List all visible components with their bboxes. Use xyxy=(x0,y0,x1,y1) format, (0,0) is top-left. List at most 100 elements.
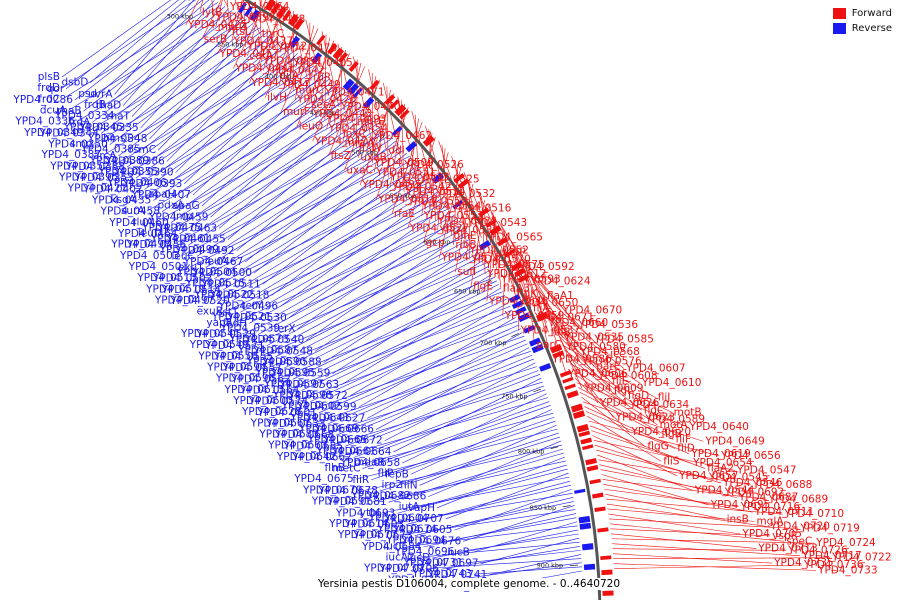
gene-label: YPD4_0572 xyxy=(287,390,347,402)
gene-arrow xyxy=(583,563,596,571)
gene-label: YPD4_0520 xyxy=(169,295,229,307)
gene-label: YPD4_0459 xyxy=(148,211,208,223)
gene-label: YPD4_0526 xyxy=(403,159,464,171)
tick-label: 800 kbp xyxy=(518,448,545,456)
connector-line xyxy=(177,81,334,195)
connector-line xyxy=(172,131,388,245)
connector-line xyxy=(308,269,491,363)
connector-line xyxy=(118,38,278,157)
gene-label: YPD4_0719 xyxy=(799,523,859,535)
connector-line xyxy=(61,0,196,89)
connector-line xyxy=(598,459,751,486)
connector-line xyxy=(120,65,315,178)
connector-line xyxy=(266,238,472,347)
gene-arrow xyxy=(337,52,349,64)
gene-label: YPD4_0393 xyxy=(122,178,182,190)
gene-arrow xyxy=(514,267,527,278)
connector-line xyxy=(168,70,321,184)
connector-line xyxy=(465,550,581,564)
gene-arrow xyxy=(581,543,594,551)
gene-label: ftsW xyxy=(359,143,383,155)
gene-label: YPD4_0535 xyxy=(564,332,624,344)
connector-line xyxy=(613,557,831,559)
tick-label: 400 kbp xyxy=(265,73,292,81)
gene-label: YPD4_0492 xyxy=(174,245,234,257)
tick-mark xyxy=(240,22,246,30)
gene-label: fliE xyxy=(612,375,628,387)
gene-label: YPD4_0571 xyxy=(204,340,264,352)
connector-line xyxy=(382,82,403,166)
gene-label: flgG xyxy=(647,441,668,453)
connector-line xyxy=(454,183,474,273)
gene-label: YPD4_0530 xyxy=(226,312,286,324)
connector-line xyxy=(436,456,565,509)
connector-line xyxy=(451,156,482,238)
gene-label: YPD4_0496 xyxy=(218,301,279,313)
gene-label: YPD4_0585 xyxy=(593,334,653,346)
gene-label: YPD4_0473 xyxy=(314,135,374,147)
tick-label: 500 kbp xyxy=(352,149,379,157)
gene-label: YPD4_0554 xyxy=(421,201,482,213)
gene-label: arcA xyxy=(93,150,117,162)
gene-label: fliN xyxy=(400,479,417,491)
gene-label: YPD4_0352 xyxy=(49,160,109,172)
connector-line xyxy=(246,0,260,35)
connector-line xyxy=(356,59,358,149)
gene-label: YPD4_0476 xyxy=(277,43,338,55)
gene-label: YPD4_0575 xyxy=(484,259,544,271)
gene-label: YPD4_0499 xyxy=(159,244,219,256)
gene-label: YPD4_0463 xyxy=(157,222,217,234)
gene-label: YPD4_0568 xyxy=(579,346,639,358)
connector-line xyxy=(471,521,578,553)
gene-label: YPD4_0664 xyxy=(331,446,392,458)
gene-arrow xyxy=(453,173,465,184)
connector-line xyxy=(602,479,767,500)
gene-label: YPD4_0598 xyxy=(272,389,332,401)
connector-line xyxy=(90,0,186,83)
gene-label: YPD4_0634 xyxy=(629,399,690,411)
gene-label: ftsZ xyxy=(330,150,350,162)
tick-mark xyxy=(188,0,190,1)
connector-line xyxy=(240,197,444,313)
gene-label: YPD4_0681 xyxy=(326,496,386,508)
gene-arrow xyxy=(347,82,360,95)
connector-line xyxy=(327,339,527,425)
gene-label: YPD4_0538 xyxy=(439,224,499,236)
gene-label: YPD4_0395 xyxy=(58,172,118,184)
gene-label: YPD4_0510 xyxy=(377,193,437,205)
gene-arrow xyxy=(270,2,281,15)
gene-label: YPD4_0553 xyxy=(423,210,483,222)
gene-label: fadH xyxy=(222,317,247,329)
gene-label: YPD4_0540 xyxy=(244,334,304,346)
gene-label: YPD4_0739 xyxy=(363,563,423,575)
connector-line xyxy=(170,100,356,224)
legend-item-reverse: Reverse xyxy=(832,23,892,34)
gene-label: terY xyxy=(241,300,263,312)
gene-label: YPD4_0669 xyxy=(298,423,358,435)
gene-label: YPD4_0624 xyxy=(530,275,591,287)
gene-label: YPD4_0541 xyxy=(180,328,240,340)
gene-label: qor xyxy=(47,83,65,95)
connector-line xyxy=(285,306,511,391)
gene-arrow xyxy=(601,569,613,576)
connector-line xyxy=(423,152,449,244)
connector-line xyxy=(107,6,226,106)
gene-label: iutA xyxy=(399,501,421,513)
gene-label: YPD4_0693 xyxy=(335,507,395,519)
connector-line xyxy=(310,309,513,402)
gene-label: YPD4_0513 xyxy=(136,272,196,284)
gene-label: YPD4_0441 xyxy=(234,63,294,75)
gene-label: YPD4_0547 xyxy=(736,464,796,476)
legend-item-forward: Forward xyxy=(832,8,892,19)
gene-arrow xyxy=(552,350,565,359)
gene-label: glnE xyxy=(454,230,477,242)
connector-line xyxy=(605,498,783,515)
gene-arrow xyxy=(539,363,552,372)
gene-arrow xyxy=(389,99,400,110)
gene-label: YPD4_0628 xyxy=(241,406,301,418)
connector-line xyxy=(185,0,199,26)
gene-arrow xyxy=(289,35,301,48)
connector-line xyxy=(323,259,485,363)
connector-line xyxy=(242,234,470,335)
gene-label: YPD4_0608 xyxy=(597,370,657,382)
